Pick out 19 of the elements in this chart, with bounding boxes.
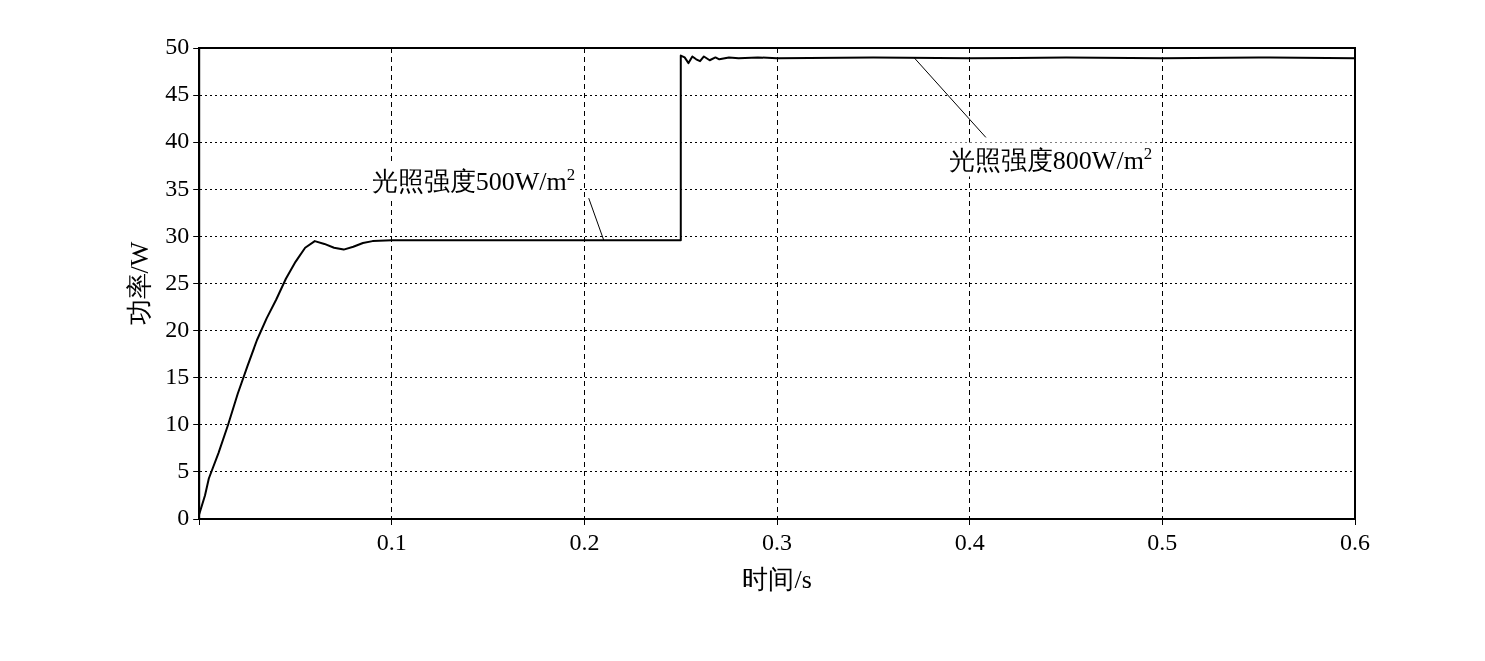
x-tick-label: 0.5 [1147, 528, 1178, 555]
y-tick-label: 5 [177, 457, 190, 484]
y-axis-title: 功率/W [125, 241, 155, 326]
y-tick-label: 15 [165, 363, 190, 389]
y-tick-label: 45 [165, 80, 190, 107]
y-tick-label: 10 [165, 410, 190, 437]
x-axis-title: 时间/s [742, 565, 812, 595]
x-tick-label: 0.3 [762, 528, 793, 555]
y-tick-label: 40 [165, 127, 190, 154]
x-tick-label: 0.6 [1340, 528, 1370, 555]
y-tick-label: 25 [165, 268, 190, 295]
y-tick-label: 35 [165, 174, 190, 201]
y-tick-label: 20 [165, 315, 190, 342]
x-tick-label: 0.1 [376, 528, 407, 555]
y-tick-label: 50 [165, 33, 190, 60]
x-tick-label: 0.4 [954, 528, 985, 555]
y-tick-label: 30 [165, 221, 190, 248]
x-tick-label: 0.2 [569, 528, 600, 555]
y-tick-label: 0 [177, 504, 190, 531]
